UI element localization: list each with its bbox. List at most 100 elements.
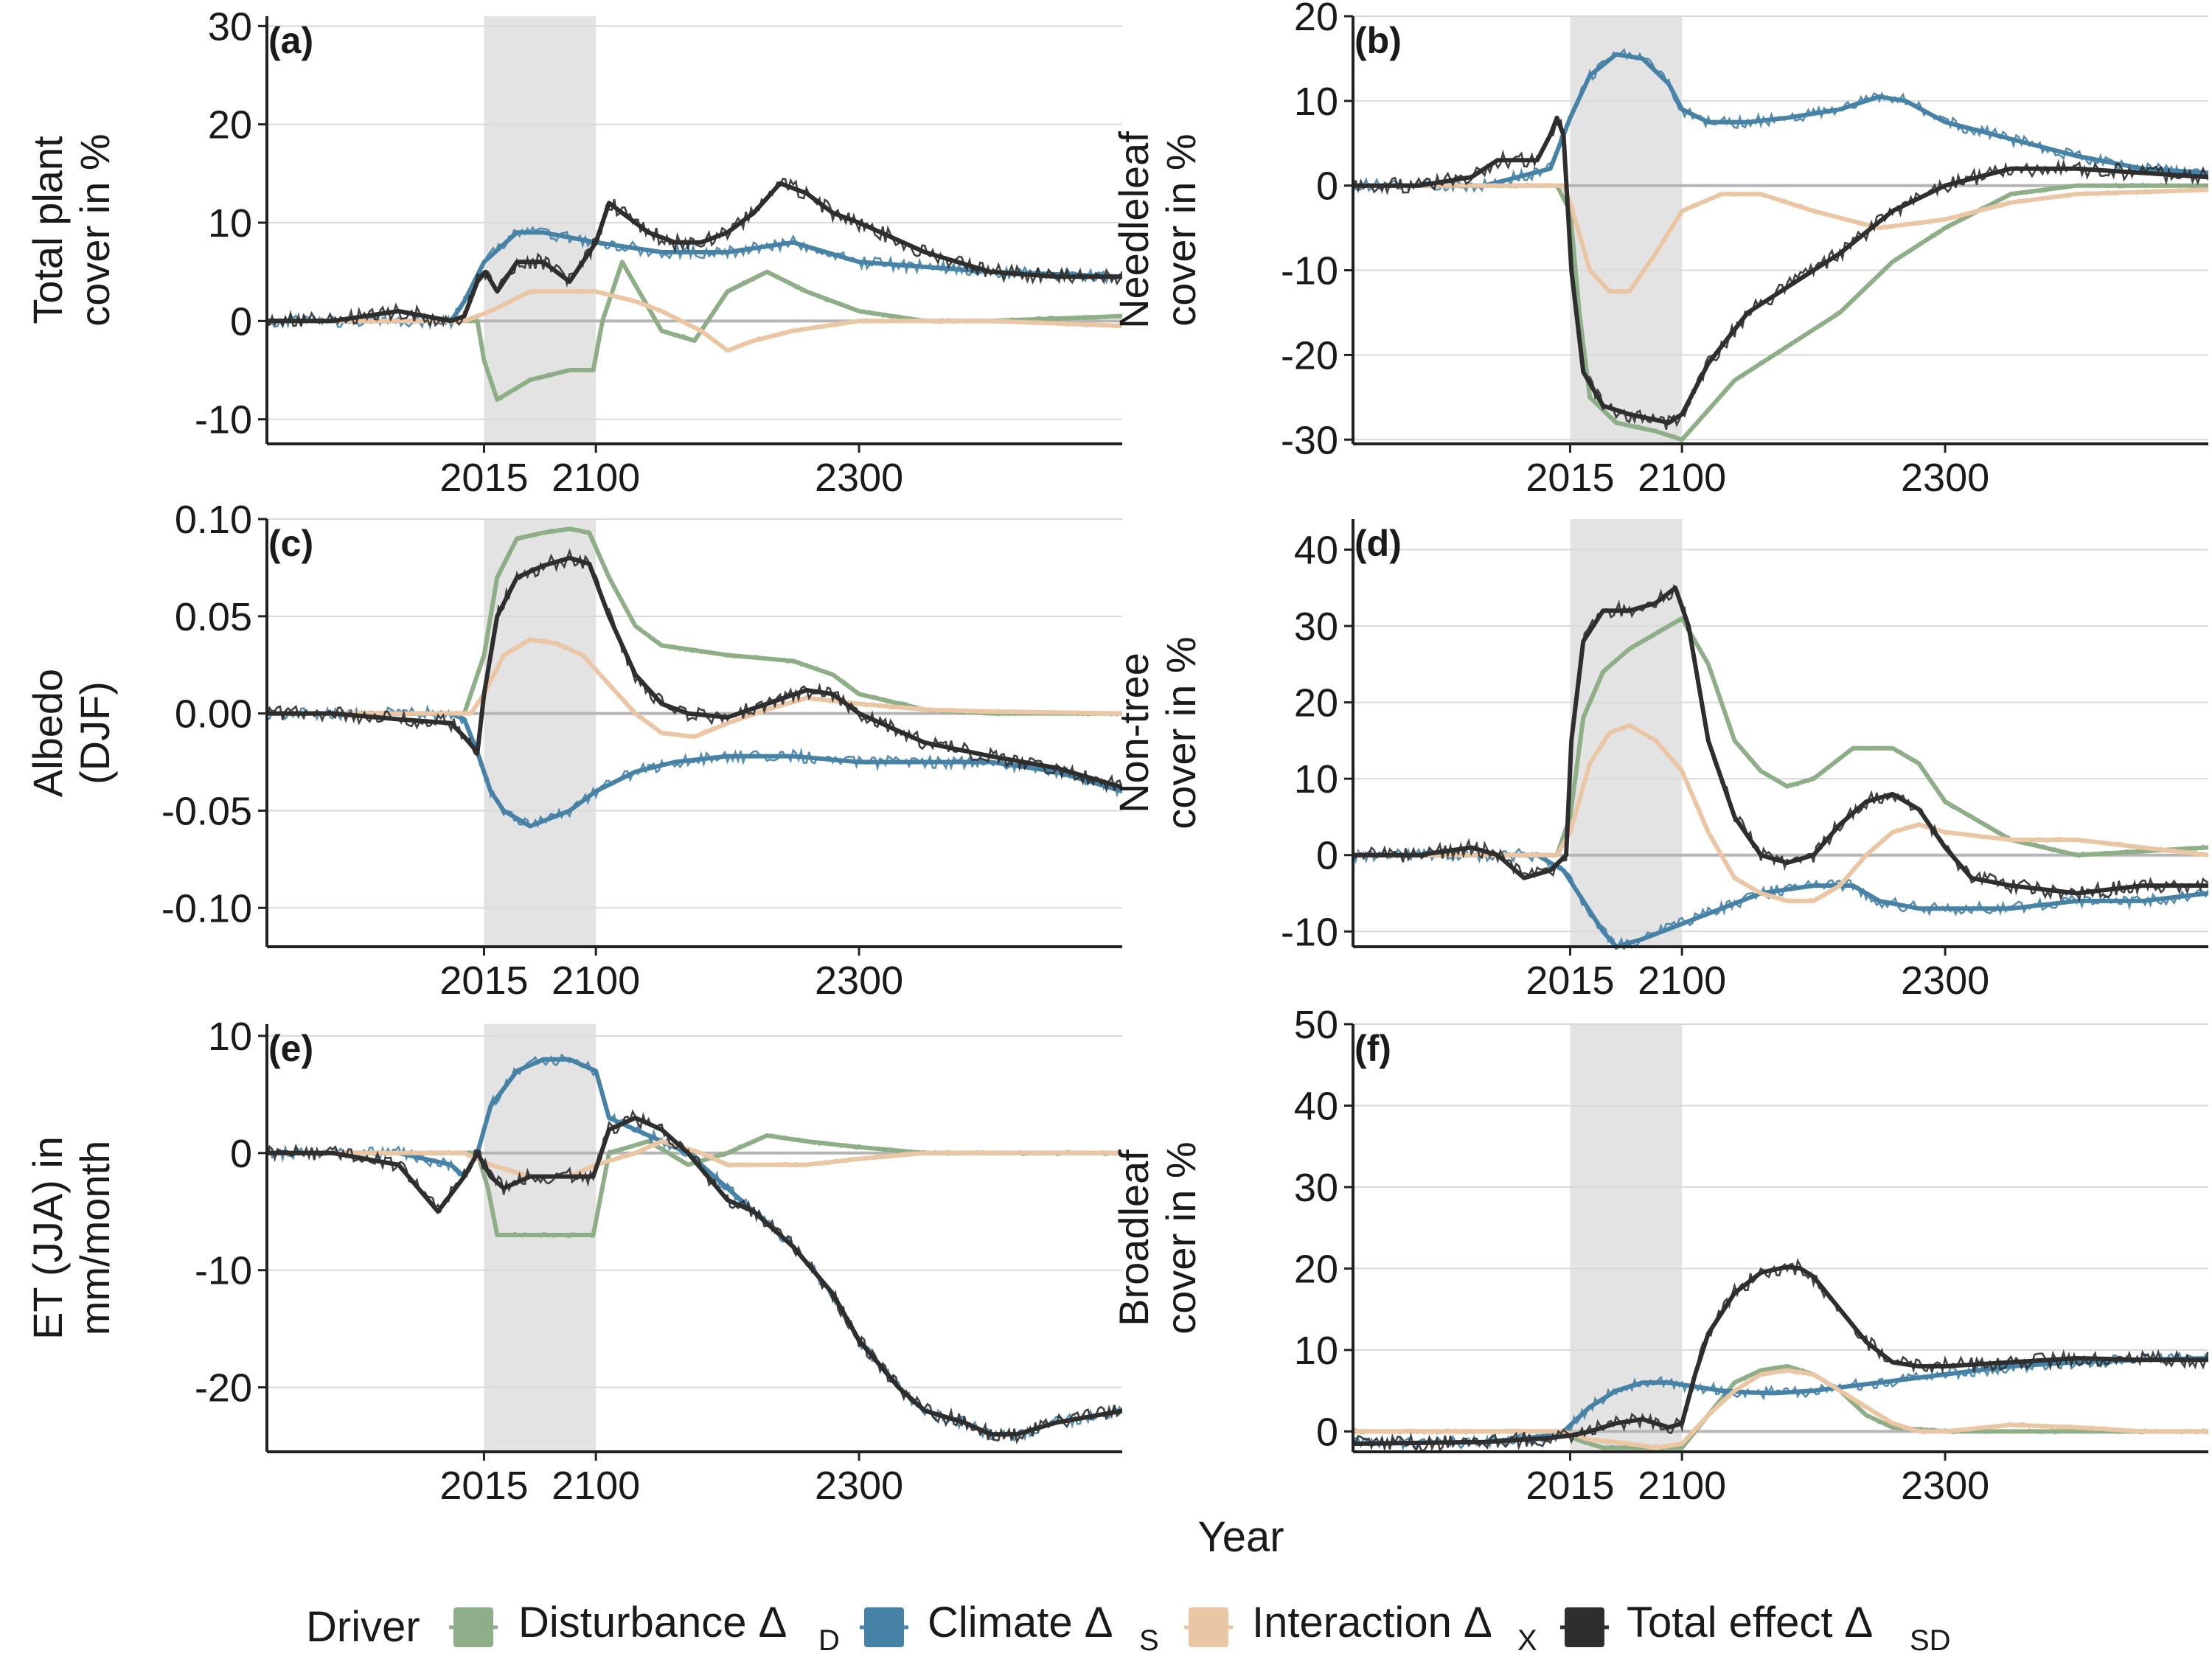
panel-e-shaded-period bbox=[484, 1024, 597, 1452]
panel-e-xtick-label-2: 2300 bbox=[815, 1464, 903, 1508]
panel-a-series-interaction bbox=[267, 289, 1122, 353]
panel-b-ylabel-line-1: Needleleaf bbox=[1110, 131, 1157, 329]
panel-c-xtick-label-1: 2100 bbox=[552, 959, 640, 1003]
panel-d-series-climate bbox=[1353, 852, 2208, 949]
panel-f-ytick-label-5: 50 bbox=[1294, 1003, 1338, 1047]
legend-item-total: Total effect Δ SD bbox=[1560, 1599, 1951, 1657]
panel-d-shaded-period bbox=[1570, 519, 1683, 947]
panel-b-ytick-label-1: -20 bbox=[1281, 333, 1338, 378]
panel-d: -10 0 10 20 30 40 2015 2100 2300 (d) Non-tree cover… bbox=[1110, 519, 2208, 1003]
panel-c-ytick-label-2: 0.00 bbox=[175, 692, 252, 737]
panel-e-xtick-label-0: 2015 bbox=[439, 1464, 528, 1508]
panel-c-series-total-annual bbox=[267, 548, 1122, 793]
panel-e-series-group bbox=[267, 1053, 1122, 1445]
panel-c-series-total bbox=[267, 555, 1122, 790]
panel-f-ytick-label-4: 40 bbox=[1294, 1084, 1338, 1128]
x-axis-title: Year bbox=[1197, 1513, 1284, 1561]
panel-c-series-disturbance bbox=[267, 526, 1122, 716]
legend-title: Driver bbox=[306, 1603, 420, 1651]
panel-e-ylabel-line-2: mm/month bbox=[72, 1141, 118, 1336]
panel-e: -20 -10 0 10 2015 2100 2300 (e) ET (JJA) in mm/mo… bbox=[24, 1015, 1122, 1508]
panel-f: 0 10 20 30 40 50 2015 2100 2300 (f) Broadleaf cover… bbox=[1110, 1003, 2208, 1508]
panel-a-ytick-label-3: 20 bbox=[208, 103, 252, 147]
panel-a-xtick-label-2: 2300 bbox=[815, 456, 903, 500]
panel-c-shaded-period bbox=[484, 519, 597, 947]
panel-a-ylabel-line-2: cover in % bbox=[72, 133, 118, 326]
panel-b-xtick-label-2: 2300 bbox=[1901, 456, 1989, 500]
panel-c-ylabel-line-2: (DJF) bbox=[72, 681, 118, 785]
panel-d-ytick-label-4: 30 bbox=[1294, 605, 1338, 649]
panel-f-ytick-label-1: 10 bbox=[1294, 1329, 1338, 1373]
panel-a-ytick-label-4: 30 bbox=[208, 4, 252, 49]
panel-f-xtick-label-0: 2015 bbox=[1526, 1464, 1614, 1508]
legend-item-disturbance: Disturbance Δ D bbox=[449, 1599, 840, 1657]
legend-sub-disturbance: D bbox=[818, 1624, 840, 1657]
panel-b-ytick-label-0: -30 bbox=[1281, 418, 1338, 462]
panel-a-shaded-period bbox=[484, 16, 597, 444]
panel-a-label: (a) bbox=[268, 20, 313, 61]
panel-d-ytick-label-2: 10 bbox=[1294, 757, 1338, 801]
panel-a: -10 0 10 20 30 2015 2100 2300 (a) Total plant cove… bbox=[24, 4, 1122, 500]
panel-e-series-disturbance bbox=[267, 1133, 1122, 1237]
panel-f-xtick-label-1: 2100 bbox=[1638, 1464, 1726, 1508]
panel-c: -0.10 -0.05 0.00 0.05 0.10 2015 2100 2300 (c) Alb… bbox=[24, 498, 1122, 1003]
panel-b-ytick-label-5: 20 bbox=[1294, 0, 1338, 39]
panel-e-series-total bbox=[267, 1116, 1122, 1437]
panel-d-ytick-label-3: 20 bbox=[1294, 681, 1338, 726]
panel-e-ytick-label-1: -10 bbox=[195, 1249, 252, 1293]
legend-label-interaction: Interaction Δ bbox=[1252, 1599, 1492, 1646]
panel-e-ytick-label-0: -20 bbox=[195, 1366, 252, 1411]
panel-c-xtick-label-2: 2300 bbox=[815, 959, 903, 1003]
panel-d-xtick-label-2: 2300 bbox=[1901, 959, 1989, 1003]
panel-b-ytick-label-3: 0 bbox=[1316, 164, 1338, 209]
panel-c-ylabel-line-1: Albedo bbox=[24, 669, 71, 797]
panel-b-ytick-label-2: -10 bbox=[1281, 249, 1338, 293]
panel-c-ytick-label-3: 0.05 bbox=[175, 595, 252, 639]
panel-d-ytick-label-1: 0 bbox=[1316, 834, 1338, 878]
panel-c-xtick-label-0: 2015 bbox=[439, 959, 528, 1003]
panel-d-series-group bbox=[1353, 583, 2208, 950]
panel-b-ylabel-line-2: cover in % bbox=[1158, 133, 1204, 326]
legend-item-interaction: Interaction Δ X bbox=[1184, 1599, 1537, 1657]
panel-b-xtick-label-1: 2100 bbox=[1638, 456, 1726, 500]
legend-item-climate: Climate Δ S bbox=[860, 1599, 1159, 1657]
panel-d-ytick-label-5: 40 bbox=[1294, 528, 1338, 572]
panel-a-series-disturbance bbox=[267, 260, 1122, 402]
panel-d-xtick-label-0: 2015 bbox=[1526, 959, 1614, 1003]
panel-d-ylabel-line-2: cover in % bbox=[1158, 636, 1204, 829]
panel-b-series-climate bbox=[1353, 52, 2208, 188]
panel-e-xtick-label-1: 2100 bbox=[552, 1464, 640, 1508]
panel-b-ytick-label-4: 10 bbox=[1294, 80, 1338, 124]
panel-c-label: (c) bbox=[268, 523, 313, 564]
legend-sub-climate: S bbox=[1139, 1624, 1159, 1657]
panel-b-series-interaction bbox=[1353, 183, 2208, 294]
panel-f-xtick-label-2: 2300 bbox=[1901, 1464, 1989, 1508]
panel-d-xtick-label-1: 2100 bbox=[1638, 959, 1726, 1003]
panel-c-series-climate bbox=[267, 711, 1122, 829]
panel-b-series-total bbox=[1353, 115, 2208, 425]
panel-b-xtick-label-0: 2015 bbox=[1526, 456, 1614, 500]
panel-f-ytick-label-3: 30 bbox=[1294, 1166, 1338, 1210]
panel-f-series-interaction bbox=[1353, 1368, 2208, 1450]
panel-f-ytick-label-0: 0 bbox=[1316, 1410, 1338, 1454]
panel-c-series-interaction bbox=[267, 637, 1122, 740]
panel-d-series-interaction bbox=[1353, 723, 2208, 903]
panel-f-series-total bbox=[1353, 1265, 2208, 1446]
panel-a-series-group bbox=[267, 178, 1122, 402]
panel-c-ytick-label-1: -0.05 bbox=[161, 789, 252, 833]
panel-f-series-group bbox=[1353, 1257, 2208, 1453]
panel-a-xtick-label-0: 2015 bbox=[439, 456, 528, 500]
panel-e-label: (e) bbox=[268, 1028, 313, 1069]
panel-c-ytick-label-4: 0.10 bbox=[175, 498, 252, 542]
panel-d-label: (d) bbox=[1354, 523, 1402, 564]
panel-a-ytick-label-0: -10 bbox=[195, 398, 252, 442]
panel-d-ylabel-line-1: Non-tree bbox=[1110, 653, 1157, 813]
panel-f-ylabel-line-1: Broadleaf bbox=[1110, 1150, 1157, 1326]
panel-b: -30 -20 -10 0 10 20 2015 2100 2300 (b) Needleleaf c… bbox=[1110, 0, 2208, 500]
panel-e-ytick-label-3: 10 bbox=[208, 1015, 252, 1059]
legend-label-total: Total effect Δ bbox=[1627, 1599, 1873, 1646]
panel-c-series-group bbox=[267, 526, 1122, 829]
panel-a-xtick-label-1: 2100 bbox=[552, 456, 640, 500]
